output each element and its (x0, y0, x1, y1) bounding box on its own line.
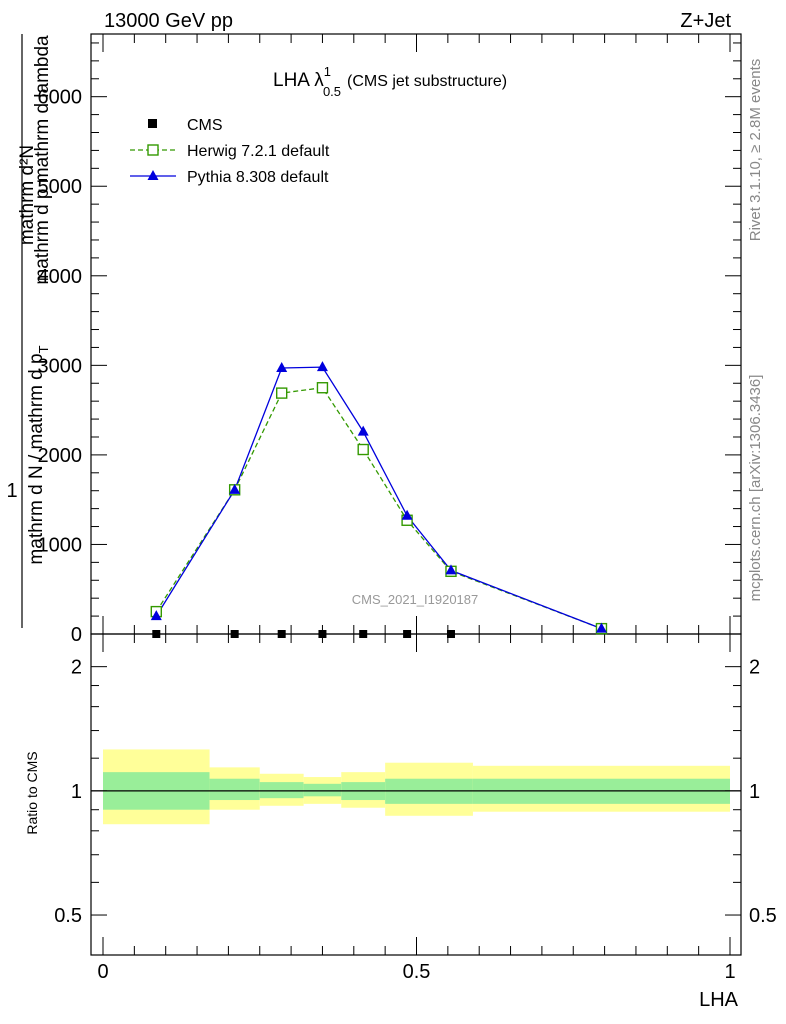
ratio-band-inner (259, 782, 304, 799)
y-tick-label: 6000 (38, 87, 83, 109)
legend-label-herwig: Herwig 7.2.1 default (187, 143, 330, 160)
ratio-y-tick-label: 2 (71, 657, 82, 679)
ylabel-numerator: 1 (6, 480, 17, 502)
xaxis-label: LHA (699, 989, 739, 1011)
y-tick-label: 5000 (38, 176, 83, 198)
x-tick-label: 1 (724, 961, 735, 983)
legend-marker-pythia (147, 170, 159, 180)
ratio-band-inner (209, 778, 260, 801)
pythia-point (445, 564, 457, 575)
series (130, 119, 608, 638)
herwig-point (275, 387, 288, 399)
title-suffix: (CMS jet substructure) (347, 73, 507, 90)
axis-ticks: 0 1000 2000 3000 4000 5000 6000 0 0.5 1 0.5 0.5 1 1 2 2 (38, 34, 777, 983)
legend-label-pythia: Pythia 8.308 default (187, 169, 329, 186)
ylabel-denominator: mathrm d N / mathrm d pT (26, 345, 51, 564)
cms-point (403, 630, 412, 638)
ratio-band-inner (303, 783, 342, 797)
pythia-point (276, 362, 288, 373)
ylabel-right-denominator: mathrm d p mathrm d lambda (32, 35, 53, 285)
ylabel-right-numerator: mathrm d²N (17, 145, 38, 245)
x-tick-label: 0 (97, 961, 108, 983)
header-right: Z+Jet (680, 10, 731, 32)
legend-marker-cms (148, 119, 157, 128)
pythia-point (401, 509, 413, 520)
title-sub: 0.5 (323, 84, 341, 99)
x-tick-label: 0.5 (403, 961, 431, 983)
header-left: 13000 GeV pp (104, 10, 233, 32)
y-tick-label: 2000 (38, 445, 83, 467)
pythia-point (316, 361, 328, 372)
ratio-y-tick-label: 1 (71, 781, 82, 803)
mcplots-label: mcplots.cern.ch [arXiv:1306.3436] (747, 375, 764, 602)
legend-marker-herwig (147, 144, 159, 156)
herwig-line (155, 387, 602, 630)
legend-label-cms: CMS (187, 117, 223, 134)
cms-point (152, 630, 161, 638)
labels: 13000 GeV pp Z+Jet LHA λ1 0.5(CMS jet sub… (6, 10, 764, 1011)
pythia-line (155, 366, 602, 630)
pythia-point (150, 610, 162, 621)
pythia-point (229, 483, 241, 494)
ratio-y-tick-label-right: 1 (749, 781, 760, 803)
herwig-point (357, 443, 369, 456)
plot-title: LHA λ1 0.5 (CMS jet substructure) (273, 64, 507, 99)
ratio-y-tick-label: 0.5 (54, 905, 82, 927)
pythia-point (357, 425, 369, 436)
title-main: LHA λ (273, 70, 324, 91)
ratio-ylabel: Ratio to CMS (24, 751, 40, 834)
analysis-watermark: CMS_2021_I1920187 (352, 592, 479, 607)
rivet-label: Rivet 3.1.10, ≥ 2.8M events (747, 59, 764, 242)
ratio-bands (103, 749, 730, 825)
y-tick-label: 0 (71, 624, 82, 646)
cms-point (318, 630, 327, 638)
cms-point (446, 630, 455, 638)
y-tick-label: 1000 (38, 534, 83, 556)
pythia-point (595, 622, 607, 633)
title-sup: 1 (324, 64, 331, 79)
ratio-y-tick-label-right: 0.5 (749, 905, 777, 927)
herwig-point (316, 382, 329, 394)
cms-point (359, 630, 368, 638)
y-tick-label: 4000 (38, 266, 83, 288)
cms-point (277, 630, 286, 638)
y-tick-label: 3000 (38, 355, 83, 377)
ratio-y-tick-label-right: 2 (749, 657, 760, 679)
cms-point (230, 630, 239, 638)
